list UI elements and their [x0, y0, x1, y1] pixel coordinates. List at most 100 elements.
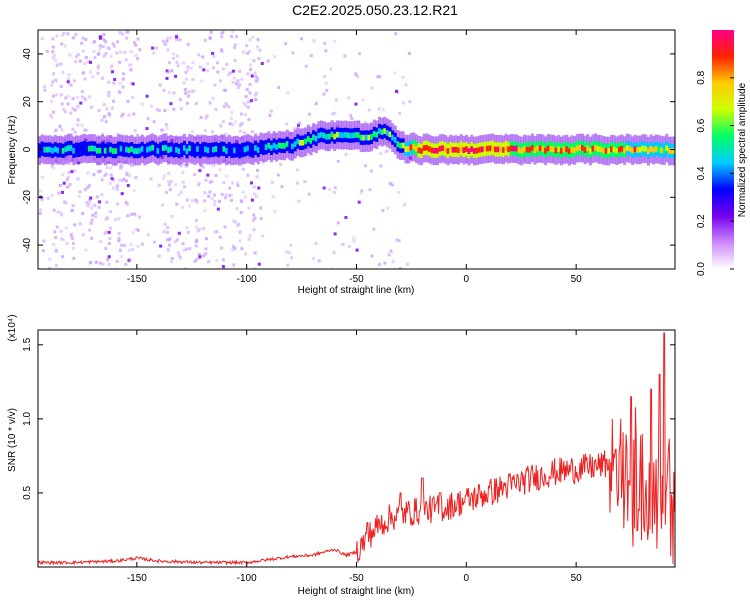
noise-cell — [81, 95, 85, 99]
noise-cell — [94, 215, 97, 219]
noise-cell — [98, 200, 101, 204]
noise-cell — [195, 257, 199, 261]
noise-cell — [236, 79, 240, 83]
noise-cell — [370, 86, 374, 90]
noise-cell — [87, 60, 91, 64]
ridge-core-cell — [212, 146, 215, 153]
noise-cell — [194, 218, 198, 222]
noise-cell — [118, 31, 122, 35]
noise-cell — [88, 95, 92, 99]
noise-cell — [61, 255, 65, 259]
noise-cell — [126, 30, 130, 34]
noise-cell — [124, 201, 128, 205]
noise-cell — [246, 72, 250, 76]
ridge-core-cell — [652, 147, 656, 153]
noise-cell — [254, 194, 258, 198]
noise-cell — [89, 105, 93, 109]
noise-cell — [96, 71, 100, 75]
noise-cell — [234, 220, 238, 224]
noise-cell — [280, 185, 284, 189]
noise-cell — [136, 245, 140, 249]
noise-cell — [173, 240, 177, 244]
noise-cell — [257, 186, 261, 190]
noise-cell — [71, 242, 75, 245]
noise-cell — [228, 122, 232, 126]
noise-cell — [195, 200, 199, 204]
noise-cell — [170, 214, 174, 218]
noise-cell — [177, 193, 181, 197]
noise-cell — [220, 193, 224, 196]
noise-cell — [50, 99, 53, 103]
x-tick-label: 0 — [464, 274, 470, 285]
ridge-core-cell — [591, 145, 595, 152]
noise-cell — [78, 222, 82, 226]
noise-cell — [128, 63, 132, 67]
noise-cell — [168, 237, 172, 240]
noise-cell — [105, 107, 109, 111]
noise-cell — [242, 50, 246, 54]
ridge-core-cell — [541, 146, 545, 152]
noise-cell — [92, 173, 96, 177]
noise-cell — [216, 61, 219, 65]
noise-cell — [250, 181, 253, 185]
noise-cell — [52, 208, 56, 212]
noise-cell — [91, 75, 95, 79]
noise-cell — [233, 46, 236, 50]
ridge-core-cell — [132, 148, 136, 154]
noise-cell — [381, 108, 385, 112]
noise-cell — [377, 107, 381, 111]
noise-cell — [83, 128, 87, 132]
noise-cell — [130, 212, 134, 216]
noise-cell — [155, 108, 159, 112]
noise-cell — [125, 171, 129, 175]
noise-cell — [81, 90, 84, 93]
ridge-core-cell — [446, 148, 450, 154]
noise-cell — [115, 259, 119, 263]
noise-cell — [325, 88, 329, 92]
noise-cell — [85, 201, 89, 205]
noise-cell — [117, 236, 121, 240]
noise-cell — [73, 79, 76, 83]
noise-cell — [297, 199, 301, 203]
noise-cell — [332, 251, 336, 255]
noise-cell — [211, 96, 215, 100]
noise-cell — [86, 171, 90, 175]
x-tick-label: -150 — [127, 573, 147, 584]
ridge-core-cell — [615, 147, 619, 154]
noise-cell — [205, 237, 208, 241]
noise-cell — [333, 39, 337, 43]
noise-cell — [175, 238, 179, 242]
noise-cell — [333, 111, 337, 115]
noise-cell — [52, 72, 55, 76]
ridge-core-cell — [617, 146, 621, 153]
noise-cell — [131, 248, 135, 252]
noise-cell — [222, 105, 226, 109]
ridge-core-cell — [280, 143, 284, 149]
noise-cell — [81, 71, 85, 75]
noise-cell — [193, 173, 197, 177]
noise-cell — [179, 107, 183, 111]
noise-cell — [165, 76, 169, 80]
noise-cell — [240, 112, 243, 116]
noise-cell — [255, 45, 259, 49]
noise-cell — [194, 244, 198, 248]
noise-cell — [71, 237, 75, 241]
noise-cell — [166, 248, 170, 252]
ridge-core-cell — [662, 147, 666, 154]
noise-cell — [256, 77, 259, 81]
ridge-core-cell — [654, 146, 658, 152]
ridge-core-cell — [631, 147, 635, 154]
noise-cell — [55, 64, 59, 68]
noise-cell — [107, 47, 111, 50]
noise-cell — [322, 186, 326, 190]
ridge-core-cell — [140, 146, 144, 152]
noise-cell — [201, 55, 205, 59]
ridge-core-cell — [90, 145, 94, 152]
noise-cell — [152, 120, 156, 124]
ridge-core-cell — [209, 147, 213, 153]
noise-cell — [323, 41, 327, 45]
noise-cell — [224, 132, 228, 136]
noise-cell — [293, 127, 297, 131]
noise-cell — [124, 262, 128, 266]
noise-cell — [381, 209, 385, 213]
